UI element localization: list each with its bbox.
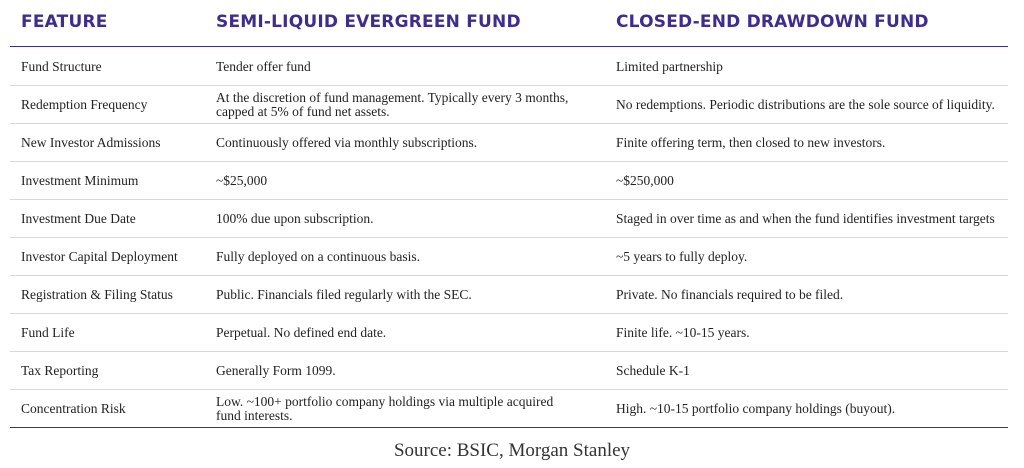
- header-feature: FEATURE: [21, 12, 108, 32]
- drawdown-cell: Finite life. ~10-15 years.: [616, 324, 750, 340]
- drawdown-cell: ~$250,000: [616, 172, 674, 188]
- header-drawdown-fund: CLOSED-END DRAWDOWN FUND: [616, 12, 929, 32]
- evergreen-cell: Perpetual. No defined end date.: [216, 324, 387, 340]
- evergreen-cell: Continuously offered via monthly subscri…: [216, 134, 478, 150]
- table-row: New Investor Admissions Continuously off…: [10, 124, 1008, 162]
- feature-cell: Fund Life: [21, 324, 75, 340]
- header-evergreen-fund: SEMI-LIQUID EVERGREEN FUND: [216, 12, 521, 32]
- source-caption: Source: BSIC, Morgan Stanley: [393, 440, 631, 461]
- evergreen-cell: Generally Form 1099.: [216, 362, 336, 378]
- evergreen-cell: Tender offer fund: [216, 58, 311, 74]
- evergreen-cell: ~$25,000: [216, 172, 268, 188]
- feature-cell: Tax Reporting: [21, 362, 99, 378]
- feature-cell: Fund Structure: [21, 58, 102, 74]
- table-row: Fund Life Perpetual. No defined end date…: [10, 314, 1008, 352]
- evergreen-cell: At the discretion of fund management. Ty…: [216, 89, 569, 119]
- drawdown-cell: No redemptions. Periodic distributions a…: [616, 96, 995, 112]
- feature-cell: Investment Due Date: [21, 210, 136, 226]
- table-body: Fund Structure Tender offer fund Limited…: [10, 48, 1008, 428]
- feature-cell: Investor Capital Deployment: [21, 248, 178, 264]
- table-row: Tax Reporting Generally Form 1099. Sched…: [10, 352, 1008, 390]
- table-header: FEATURE SEMI-LIQUID EVERGREEN FUND CLOSE…: [10, 0, 1008, 47]
- evergreen-cell: Low. ~100+ portfolio company holdings vi…: [216, 393, 554, 423]
- table-row: Registration & Filing Status Public. Fin…: [10, 276, 1008, 314]
- table-row: Investment Minimum ~$25,000 ~$250,000: [10, 162, 1008, 200]
- drawdown-cell: Limited partnership: [616, 58, 723, 74]
- table-row: Investment Due Date 100% due upon subscr…: [10, 200, 1008, 238]
- evergreen-cell: 100% due upon subscription.: [216, 210, 374, 226]
- table-row: Concentration Risk Low. ~100+ portfolio …: [10, 390, 1008, 428]
- drawdown-cell: Schedule K-1: [616, 362, 690, 378]
- feature-cell: Concentration Risk: [21, 400, 126, 416]
- table-row: Redemption Frequency At the discretion o…: [10, 86, 1008, 124]
- drawdown-cell: ~5 years to fully deploy.: [616, 248, 748, 264]
- drawdown-cell: High. ~10-15 portfolio company holdings …: [616, 400, 896, 416]
- drawdown-cell: Private. No financials required to be fi…: [616, 286, 844, 302]
- table-row: Investor Capital Deployment Fully deploy…: [10, 238, 1008, 276]
- drawdown-cell: Staged in over time as and when the fund…: [616, 210, 995, 226]
- feature-cell: New Investor Admissions: [21, 134, 161, 150]
- drawdown-cell: Finite offering term, then closed to new…: [616, 134, 886, 150]
- evergreen-cell: Fully deployed on a continuous basis.: [216, 248, 420, 264]
- feature-cell: Investment Minimum: [21, 172, 139, 188]
- table-row: Fund Structure Tender offer fund Limited…: [10, 48, 1008, 86]
- feature-cell: Registration & Filing Status: [21, 286, 173, 302]
- feature-cell: Redemption Frequency: [21, 96, 148, 112]
- evergreen-cell: Public. Financials filed regularly with …: [216, 286, 472, 302]
